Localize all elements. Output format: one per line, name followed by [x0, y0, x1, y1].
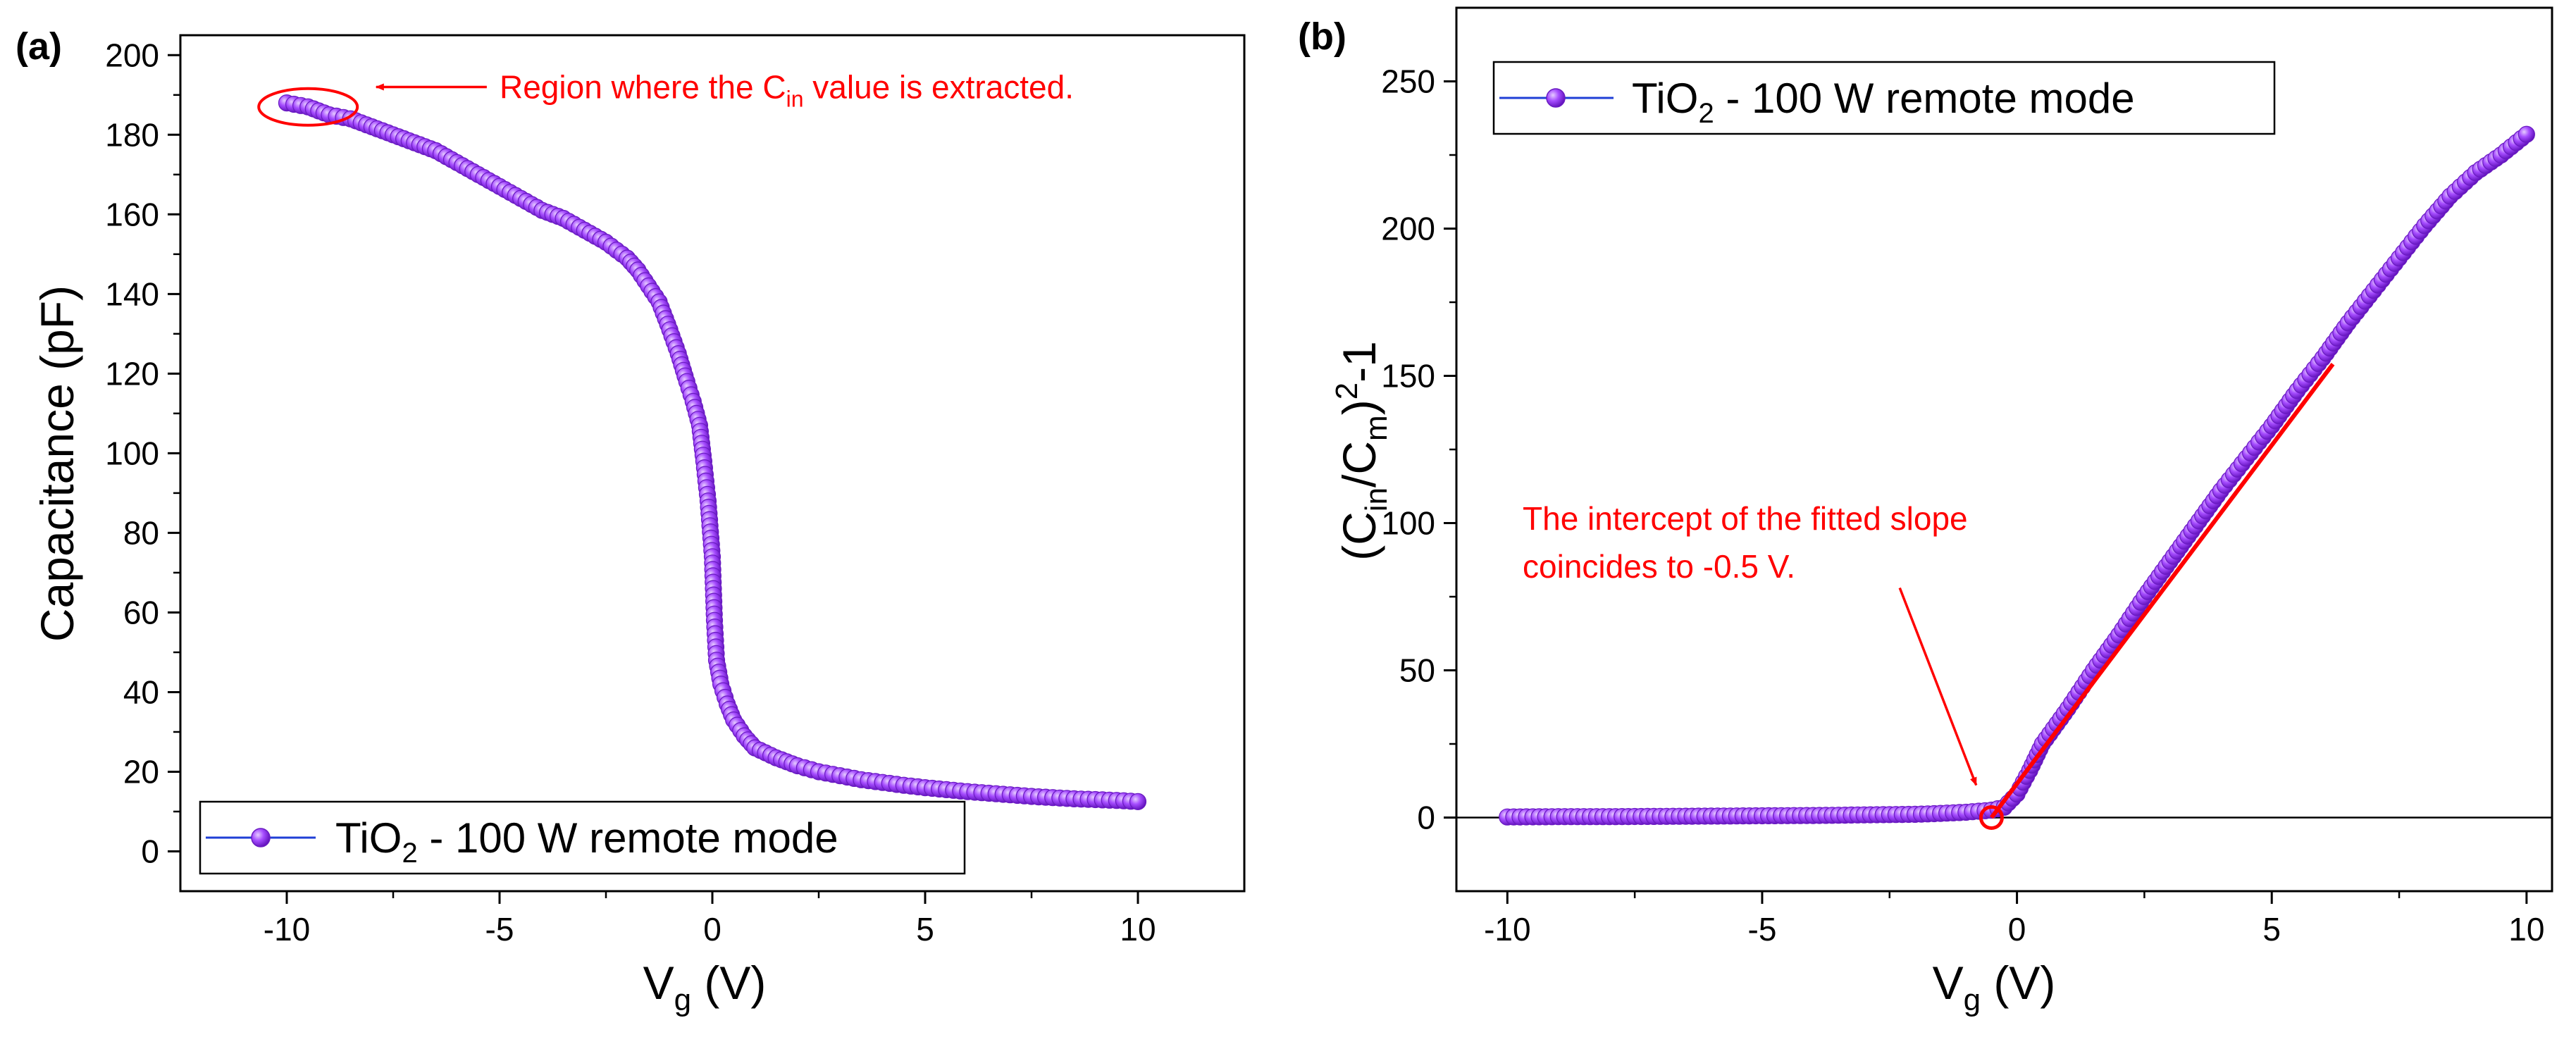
y-tick-label: 50 [1399, 652, 1435, 689]
legend-b-marker [1546, 88, 1566, 108]
panel-b-label: (b) [1298, 15, 1346, 58]
y-axis-label-a: Capacitance (pF) [31, 285, 83, 642]
y-tick-label: 250 [1381, 63, 1435, 100]
cin-region-annotation: Region where the Cin value is extracted. [500, 68, 1074, 111]
y-tick-label: 40 [123, 673, 159, 710]
x-tick-label: 5 [2262, 911, 2281, 948]
data-point [1129, 793, 1147, 810]
y-tick-label: 0 [1417, 800, 1435, 836]
x-tick-label: 0 [703, 911, 722, 948]
legend-a-marker [251, 828, 271, 847]
y-tick-label: 100 [1381, 505, 1435, 542]
y-tick-label: 20 [123, 753, 159, 790]
series-markers-b [1499, 125, 2535, 826]
x-tick-label: 10 [1120, 911, 1156, 948]
intercept-annotation: The intercept of the fitted slope coinci… [1523, 500, 1976, 585]
intercept-circle [1979, 805, 2004, 830]
x-tick-label: 10 [2508, 911, 2544, 948]
intercept-annotation-line-1: The intercept of the fitted slope [1523, 500, 1968, 537]
x-tick-label: 5 [916, 911, 934, 948]
x-tick-label: 0 [2008, 911, 2026, 948]
y-tick-label: 0 [141, 833, 159, 869]
x-tick-label: -10 [264, 911, 310, 948]
y-tick-label: 80 [123, 514, 159, 551]
y-tick-label: 140 [105, 275, 159, 312]
y-tick-label: 120 [105, 355, 159, 392]
panel-a-label: (a) [16, 25, 62, 68]
x-axis-label-a: Vg (V) [643, 957, 767, 1017]
x-tick-label: -5 [485, 911, 514, 948]
y-tick-label: 160 [105, 196, 159, 232]
y-tick-label: 100 [105, 435, 159, 471]
y-tick-label: 200 [1381, 211, 1435, 247]
x-tick-label: -5 [1748, 911, 1777, 948]
legend-a-text: TiO2 - 100 W remote mode [335, 814, 838, 869]
data-point [2518, 125, 2535, 143]
legend-b: TiO2 - 100 W remote mode [1492, 61, 2276, 135]
plot-frame-a [179, 34, 1246, 893]
plot-frame-b [1455, 6, 2553, 893]
x-tick-label: -10 [1484, 911, 1530, 948]
y-tick-label: 150 [1381, 358, 1435, 395]
y-axis-label-b: (Cin/Cm)2-1 [1330, 341, 1394, 561]
intercept-arrow [1898, 587, 1978, 786]
legend-b-box [1492, 61, 2276, 135]
legend-b-text: TiO2 - 100 W remote mode [1632, 75, 2135, 129]
intercept-annotation-line-2: coincides to -0.5 V. [1523, 548, 1795, 585]
cin-region-ellipse [257, 87, 359, 127]
chart-a: (a) -10 -5 0 5 10020406080100120140160180200… [16, 25, 1246, 1017]
x-axis-label-b: Vg (V) [1933, 957, 2056, 1017]
series-line-b [1507, 133, 2527, 818]
legend-a-box [199, 800, 966, 875]
fitted-slope-line [1990, 362, 2335, 819]
legend-a: TiO2 - 100 W remote mode [199, 800, 966, 875]
y-tick-label: 180 [105, 116, 159, 153]
y-tick-label: 60 [123, 594, 159, 631]
series-line-a [286, 101, 1139, 803]
y-tick-label: 200 [105, 37, 159, 73]
series-markers-a [278, 94, 1147, 810]
